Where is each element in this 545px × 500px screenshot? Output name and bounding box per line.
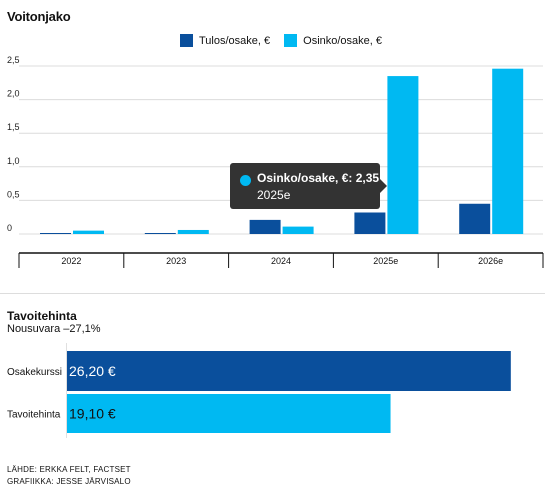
y-tick-label: 2,5 — [7, 55, 20, 65]
dividend-bar-chart: 0 0,5 1,0 1,5 2,0 2,5 2022 2023 2024 2025e 2026e — [7, 55, 544, 268]
hbar-tavoitehinta — [67, 394, 391, 433]
bar-osinko — [387, 76, 419, 234]
bar-tulos — [249, 219, 281, 234]
tooltip-value: Osinko/osake, €: 2,35 — [257, 171, 380, 185]
chart-title: Voitonjako — [7, 9, 71, 24]
hbar-value-label: 19,10 € — [69, 406, 116, 422]
graphics-credit: GRAFIIKKA: JESSE JÄRVISALO — [7, 477, 131, 486]
x-tick-label: 2024 — [271, 256, 291, 266]
bar-tulos — [144, 233, 176, 234]
legend-label-tulos: Tulos/osake, € — [199, 34, 271, 47]
x-tick-label: 2023 — [166, 256, 186, 266]
y-tick-label: 1,0 — [7, 156, 20, 166]
y-tick-label: 0,5 — [7, 189, 20, 199]
target-price-upside: Nousuvara –27,1% — [7, 323, 101, 335]
tooltip-category: 2025e — [257, 188, 291, 202]
legend-swatch-osinko — [284, 34, 298, 47]
hbar-category-label: Osakekurssi — [7, 367, 62, 378]
hbar-osakekurssi — [67, 351, 511, 391]
section-divider — [0, 293, 545, 294]
x-tick-label: 2025e — [373, 256, 398, 266]
hbar-value-label: 26,20 € — [69, 363, 116, 379]
y-axis-line — [66, 343, 67, 438]
bar-osinko — [492, 68, 524, 234]
legend-label-osinko: Osinko/osake, € — [303, 34, 383, 47]
tooltip-arrow — [380, 179, 387, 193]
x-tick-label: 2026e — [478, 256, 503, 266]
bar-tulos — [354, 212, 386, 234]
hbar-category-label: Tavoitehinta — [7, 410, 61, 421]
y-tick-label: 0 — [7, 223, 12, 233]
target-price-title: Tavoitehinta — [7, 309, 77, 323]
bar-osinko — [73, 230, 104, 234]
bar-osinko — [177, 229, 209, 234]
x-tick-label: 2022 — [61, 256, 81, 266]
chart-legend: Tulos/osake, € Osinko/osake, € — [180, 34, 396, 47]
bar-tulos — [459, 203, 491, 234]
y-tick-label: 2,0 — [7, 89, 20, 99]
chart-tooltip: Osinko/osake, €: 2,35 2025e — [230, 163, 387, 209]
y-tick-label: 1,5 — [7, 122, 20, 132]
source-credit: LÄHDE: ERKKA FELT, FACTSET — [7, 465, 131, 474]
tooltip-series-dot — [240, 175, 251, 186]
legend-item-tulos[interactable]: Tulos/osake, € — [180, 34, 270, 47]
bar-tulos — [40, 233, 71, 234]
bar-osinko — [282, 226, 314, 234]
legend-swatch-tulos — [180, 34, 193, 47]
legend-item-osinko[interactable]: Osinko/osake, € — [284, 34, 382, 47]
